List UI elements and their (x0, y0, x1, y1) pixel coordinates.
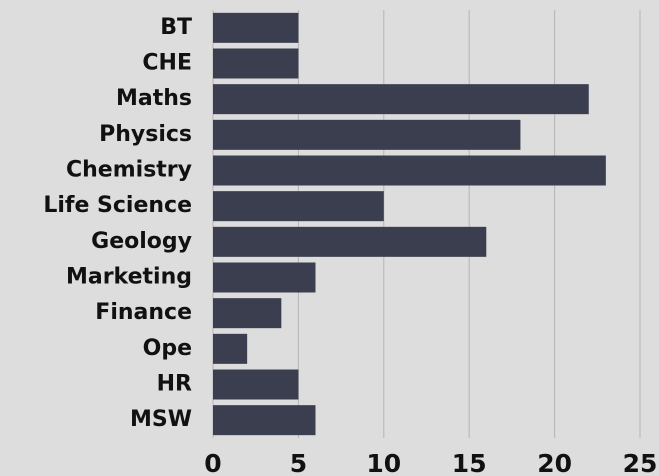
x-tick-label: 20 (537, 449, 572, 476)
x-tick-label: 10 (366, 449, 401, 476)
bar (213, 333, 248, 364)
bar (213, 369, 299, 400)
x-tick-label: 15 (452, 449, 487, 476)
bar (213, 119, 521, 150)
x-tick-label: 25 (623, 449, 658, 476)
y-tick-label: Geology (91, 229, 192, 254)
y-tick-label: Chemistry (66, 158, 192, 183)
y-tick-label: BT (160, 15, 192, 40)
y-tick-label: Ope (143, 336, 192, 361)
y-tick-label: Physics (99, 122, 192, 147)
y-tick-label: MSW (130, 407, 192, 432)
x-tick-label: 0 (204, 449, 221, 476)
bar (213, 84, 589, 115)
y-tick-label: Life Science (43, 193, 192, 218)
bar (213, 12, 299, 43)
bar (213, 298, 282, 329)
bar (213, 155, 606, 186)
y-tick-label: CHE (142, 51, 192, 76)
bar (213, 226, 487, 257)
bar (213, 48, 299, 79)
y-tick-label: Maths (116, 86, 192, 111)
bar (213, 405, 316, 436)
x-tick-label: 5 (290, 449, 307, 476)
bar (213, 262, 316, 293)
y-tick-label: HR (157, 372, 192, 397)
y-tick-label: Finance (95, 300, 192, 325)
y-tick-label: Marketing (66, 265, 192, 290)
bar (213, 191, 384, 222)
